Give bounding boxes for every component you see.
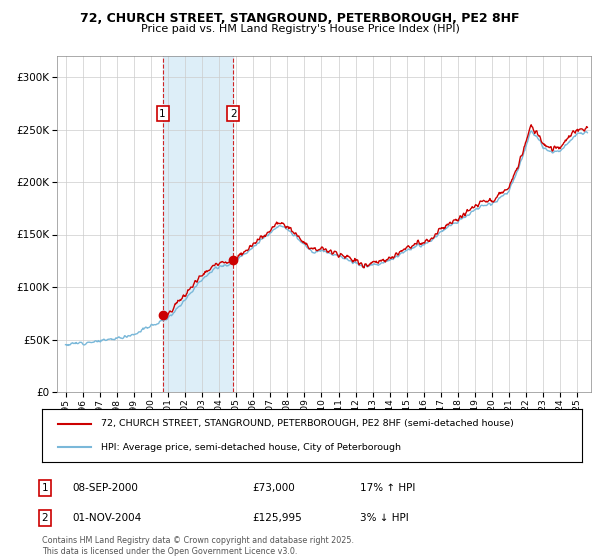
- Text: HPI: Average price, semi-detached house, City of Peterborough: HPI: Average price, semi-detached house,…: [101, 442, 401, 451]
- Text: £73,000: £73,000: [252, 483, 295, 493]
- Text: 3% ↓ HPI: 3% ↓ HPI: [360, 513, 409, 523]
- Text: 08-SEP-2000: 08-SEP-2000: [72, 483, 138, 493]
- Text: 01-NOV-2004: 01-NOV-2004: [72, 513, 141, 523]
- Text: 2: 2: [230, 109, 236, 119]
- Text: 72, CHURCH STREET, STANGROUND, PETERBOROUGH, PE2 8HF (semi-detached house): 72, CHURCH STREET, STANGROUND, PETERBORO…: [101, 419, 514, 428]
- Text: 72, CHURCH STREET, STANGROUND, PETERBOROUGH, PE2 8HF: 72, CHURCH STREET, STANGROUND, PETERBORO…: [80, 12, 520, 25]
- Text: Contains HM Land Registry data © Crown copyright and database right 2025.
This d: Contains HM Land Registry data © Crown c…: [42, 536, 354, 556]
- Text: 2: 2: [41, 513, 49, 523]
- Text: £125,995: £125,995: [252, 513, 302, 523]
- Text: 17% ↑ HPI: 17% ↑ HPI: [360, 483, 415, 493]
- Bar: [163, 56, 233, 392]
- Text: Price paid vs. HM Land Registry's House Price Index (HPI): Price paid vs. HM Land Registry's House …: [140, 24, 460, 34]
- Text: 1: 1: [41, 483, 49, 493]
- Text: 1: 1: [159, 109, 166, 119]
